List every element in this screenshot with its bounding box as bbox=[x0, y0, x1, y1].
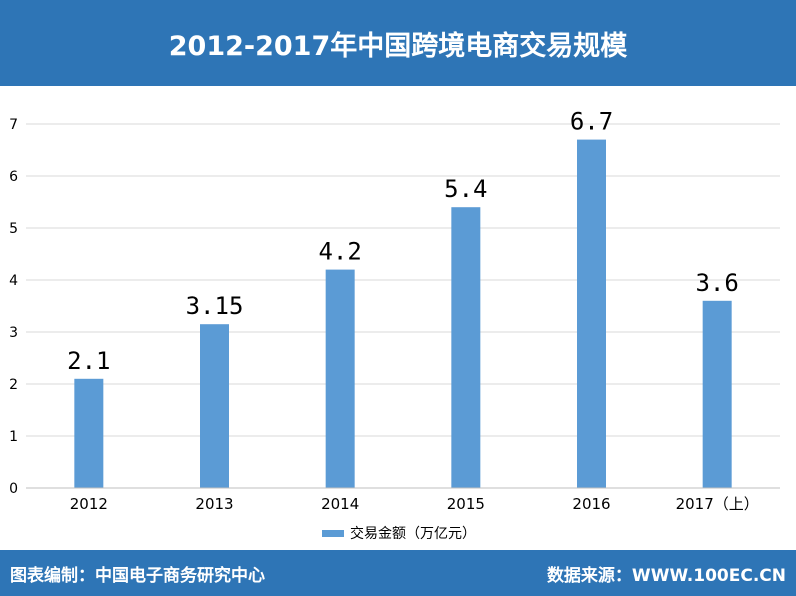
x-tick-label: 2017（上） bbox=[676, 495, 759, 513]
x-tick-label: 2014 bbox=[321, 495, 359, 513]
bar bbox=[325, 269, 355, 488]
x-tick-label: 2013 bbox=[195, 495, 233, 513]
y-tick-label: 4 bbox=[9, 273, 18, 289]
y-tick-label: 5 bbox=[9, 221, 18, 237]
data-label: 3.15 bbox=[186, 292, 244, 320]
bar bbox=[200, 324, 229, 488]
bar-chart: 0 1 2 3 4 5 6 7 2.1 2012 3.15 2013 4.2 2014 5.4 2015 6.7… bbox=[9, 108, 780, 542]
y-tick-label: 3 bbox=[9, 325, 18, 341]
legend-label: 交易金额（万亿元） bbox=[350, 525, 476, 542]
data-label: 3.6 bbox=[695, 269, 738, 297]
bar bbox=[577, 139, 606, 488]
y-tick-label: 1 bbox=[9, 429, 18, 445]
bar bbox=[451, 207, 481, 488]
data-label: 5.4 bbox=[444, 175, 487, 203]
source-left: 图表编制：中国电子商务研究中心 bbox=[10, 565, 265, 586]
x-tick-label: 2015 bbox=[447, 495, 485, 513]
x-tick-label: 2012 bbox=[70, 495, 108, 513]
data-label: 2.1 bbox=[67, 347, 110, 375]
chart-title: 2012-2017年中国跨境电商交易规模 bbox=[168, 30, 628, 62]
y-tick-label: 2 bbox=[9, 377, 18, 393]
data-label: 4.2 bbox=[318, 238, 361, 266]
bar bbox=[74, 378, 104, 488]
legend-swatch bbox=[322, 530, 344, 537]
data-label: 6.7 bbox=[570, 108, 613, 136]
source-right: 数据来源：WWW.100EC.CN bbox=[546, 565, 786, 586]
x-tick-label: 2016 bbox=[572, 495, 610, 513]
y-tick-label: 0 bbox=[9, 481, 18, 497]
footer-bar: 图表编制：中国电子商务研究中心 数据来源：WWW.100EC.CN bbox=[0, 550, 796, 596]
header-bar: 2012-2017年中国跨境电商交易规模 bbox=[0, 0, 796, 86]
chart-area: 0 1 2 3 4 5 6 7 2.1 2012 3.15 2013 4.2 2014 5.4 2015 6.7… bbox=[0, 86, 796, 550]
y-tick-label: 7 bbox=[9, 117, 18, 133]
y-tick-label: 6 bbox=[9, 169, 18, 185]
bar bbox=[702, 300, 732, 488]
